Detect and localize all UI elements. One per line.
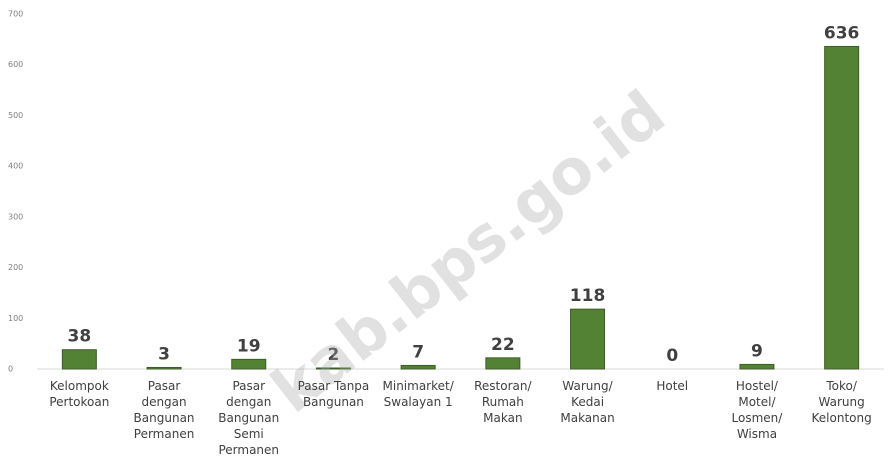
bar: [570, 308, 606, 370]
x-tick-label: Pasar dengan Bangunan Permanen: [133, 379, 195, 441]
x-tick-label: Warung/ Kedai Makanan: [560, 379, 615, 425]
y-tick-label: 300: [8, 212, 23, 221]
bar: [739, 363, 775, 370]
x-tick-label: Restoran/ Rumah Makan: [474, 379, 532, 425]
bar: [231, 358, 267, 370]
x-tick-label: Toko/ Warung Kelontong: [811, 379, 872, 425]
x-tick-label: Pasar Tanpa Bangunan: [297, 379, 370, 409]
bar: [315, 367, 351, 370]
value-label: 19: [237, 336, 261, 356]
y-tick-label: 500: [8, 111, 23, 120]
value-label: 38: [68, 327, 92, 347]
y-tick-label: 100: [8, 314, 23, 323]
value-label: 0: [666, 346, 678, 366]
y-tick-label: 400: [8, 162, 23, 171]
y-tick-label: 600: [8, 60, 23, 69]
bar: [824, 45, 860, 370]
value-label: 3: [158, 344, 170, 364]
y-tick-label: 0: [8, 365, 13, 374]
y-tick-label: 200: [8, 263, 23, 272]
x-tick-label: Hostel/ Motel/ Losmen/ Wisma: [731, 379, 783, 441]
x-tick-label: Hotel: [656, 379, 689, 393]
bar: [61, 349, 97, 370]
value-label: 2: [328, 345, 340, 365]
bar: [146, 366, 182, 370]
y-tick-label: 700: [8, 10, 23, 19]
bar: [485, 357, 521, 370]
x-tick-label: Pasar dengan Bangunan Semi Permanen: [218, 379, 280, 457]
value-label: 7: [412, 342, 424, 362]
value-label: 118: [570, 286, 606, 306]
x-tick-label: Minimarket/ Swalayan 1: [382, 379, 454, 409]
bar: [400, 364, 436, 370]
value-label: 636: [824, 23, 860, 43]
value-label: 9: [751, 341, 763, 361]
value-label: 22: [491, 335, 515, 355]
x-tick-label: Kelompok Pertokoan: [49, 379, 110, 409]
